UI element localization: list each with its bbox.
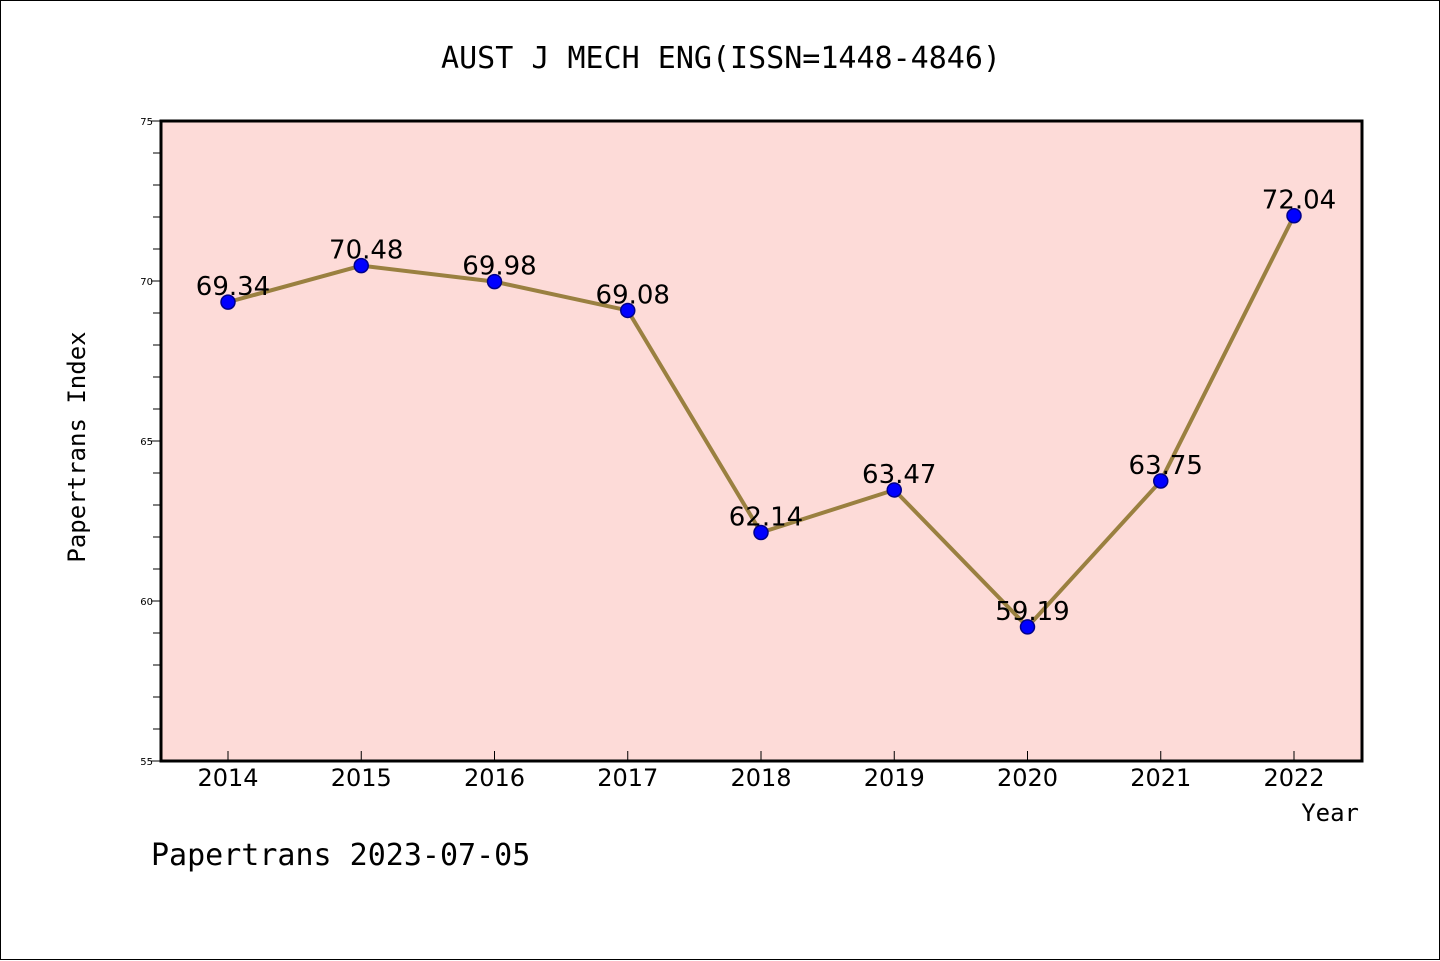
data-point [753,524,769,541]
data-point [220,294,236,310]
footer-text: Papertrans 2023-07-05 [151,838,530,873]
plot-area [161,121,1362,761]
y-tick-label: 55 [140,757,153,768]
data-label: 63.47 [862,460,936,490]
y-tick-label: 70 [140,277,153,288]
x-tick-label: 2022 [1263,764,1324,792]
x-axis-label: Year [1301,799,1359,827]
x-tick-label: 2014 [197,764,258,792]
data-label: 62.14 [729,503,803,533]
x-tick-label: 2021 [1130,764,1191,792]
data-label: 59.19 [995,597,1069,627]
chart-title: AUST J MECH ENG(ISSN=1448-4846) [441,41,1001,76]
data-point [486,273,503,290]
x-tick-label: 2017 [597,764,658,792]
y-tick-label: 75 [140,117,153,128]
plot-border [159,119,1364,763]
data-point [886,482,902,498]
x-tick-label: 2020 [997,764,1058,792]
data-label: 63.75 [1129,451,1203,481]
data-point [1153,473,1169,489]
data-point [620,302,636,319]
data-labels: 69.34 70.48 69.98 69.08 62.14 63.47 59.19 63.75… [196,186,1336,627]
y-axis-label: Papertrans Index [63,331,91,562]
x-tick-label: 2019 [864,764,925,792]
data-label: 70.48 [329,236,403,266]
y-tick-label: 60 [140,597,153,608]
x-axis: 2014 2015 2016 2017 2018 2019 2020 2021 2022 [197,751,1325,792]
x-tick-label: 2018 [730,764,791,792]
y-axis: 55 60 65 70 75 [140,117,161,768]
x-tick-label: 2015 [331,764,392,792]
data-point [1019,619,1036,635]
y-tick-label: 65 [140,437,153,448]
data-point [1286,207,1302,224]
data-point [353,257,369,274]
data-label: 72.04 [1262,186,1336,216]
data-label: 69.34 [196,272,270,302]
data-points [220,207,1302,635]
x-tick-label: 2016 [464,764,525,792]
data-label: 69.08 [596,280,670,310]
data-label: 69.98 [462,252,536,282]
